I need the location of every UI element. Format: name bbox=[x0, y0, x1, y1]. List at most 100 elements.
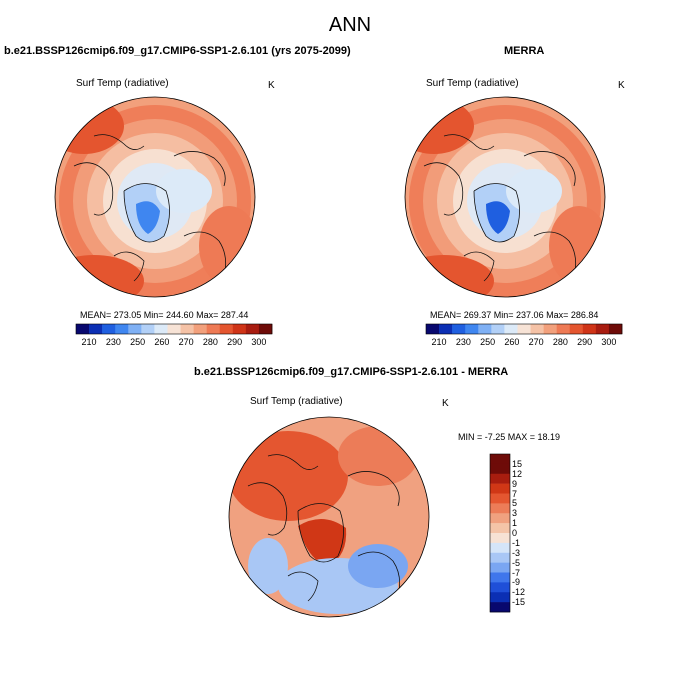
colorbar-swatch bbox=[426, 324, 440, 334]
colorbar-swatch bbox=[465, 324, 479, 334]
colorbar-swatch bbox=[490, 483, 510, 494]
colorbar-tick-label: 250 bbox=[130, 337, 146, 347]
warm-region bbox=[55, 255, 144, 297]
colorbar-swatch bbox=[556, 324, 571, 334]
model-unit-label: K bbox=[268, 80, 275, 91]
colorbar-swatch bbox=[180, 324, 194, 334]
coastline bbox=[443, 134, 495, 150]
colorbar-swatch bbox=[206, 324, 221, 334]
model-polar-map bbox=[54, 96, 256, 298]
obs-variable-label: Surf Temp (radiative) bbox=[426, 78, 519, 89]
colorbar-tick-label: 0 bbox=[512, 528, 518, 538]
coastline bbox=[173, 151, 226, 187]
colorbar-swatch bbox=[569, 324, 584, 334]
coastline bbox=[357, 551, 401, 597]
colorbar-tick-label: 290 bbox=[227, 337, 243, 347]
map-border bbox=[54, 96, 256, 298]
coastline bbox=[423, 162, 464, 216]
diff-polar-map bbox=[228, 416, 430, 618]
colorbar-swatch bbox=[490, 473, 510, 484]
diff-stats: MIN = -7.25 MAX = 18.19 bbox=[458, 432, 561, 442]
coastline bbox=[347, 471, 400, 507]
map-border bbox=[228, 416, 430, 618]
map-border bbox=[404, 96, 606, 298]
colorbar-tick-label: 280 bbox=[202, 337, 218, 347]
colorbar-swatch bbox=[439, 324, 453, 334]
obs-colorbar bbox=[425, 323, 623, 335]
colorbar-swatch bbox=[167, 324, 181, 334]
colorbar-tick-label: 15 bbox=[512, 458, 523, 469]
coastline bbox=[93, 134, 145, 150]
colorbar-tick-label: 290 bbox=[577, 337, 593, 347]
colorbar-swatch bbox=[193, 324, 207, 334]
colorbar-tick-label: 12 bbox=[512, 468, 523, 479]
obs-colorbar-labels: 210 230 250 260 270 280 290 300 bbox=[426, 337, 622, 349]
coastline bbox=[123, 183, 170, 243]
colorbar-swatch bbox=[595, 324, 610, 334]
colorbar-swatch bbox=[490, 552, 510, 563]
colorbar-swatch bbox=[232, 324, 247, 334]
colorbar-tick-label: 270 bbox=[528, 337, 544, 347]
coastline bbox=[297, 503, 344, 563]
colorbar-swatch bbox=[102, 324, 116, 334]
arctic-ocean bbox=[506, 169, 562, 213]
colorbar-swatch bbox=[154, 324, 168, 334]
colorbar-swatch bbox=[608, 324, 623, 334]
warm-region bbox=[199, 206, 255, 286]
colorbar-swatch bbox=[530, 324, 544, 334]
colorbar-swatch bbox=[491, 324, 505, 334]
colorbar-swatch bbox=[490, 582, 510, 593]
warm-anomaly bbox=[338, 426, 418, 486]
colorbar-tick-label: -12 bbox=[512, 587, 526, 598]
colorbar-swatch bbox=[490, 503, 510, 514]
colorbar-swatch bbox=[245, 324, 260, 334]
diff-unit-label: K bbox=[442, 398, 449, 409]
colorbar-tick-label: 230 bbox=[455, 337, 471, 347]
colorbar-tick-label: -7 bbox=[512, 567, 521, 578]
main-title: ANN bbox=[328, 14, 372, 36]
colorbar-swatch bbox=[504, 324, 518, 334]
coastline bbox=[473, 183, 520, 243]
colorbar-tick-label: -3 bbox=[512, 547, 521, 558]
obs-polar-map bbox=[404, 96, 606, 298]
colorbar-swatch bbox=[490, 572, 510, 583]
coastline bbox=[247, 482, 288, 536]
diff-colorbar-labels: 15 12 9 7 5 3 1 0 -1 -3 -5 -7 -9 -12 -15 bbox=[512, 454, 542, 612]
colorbar-swatch bbox=[543, 324, 557, 334]
colorbar-swatch bbox=[141, 324, 155, 334]
colorbar-tick-label: 9 bbox=[512, 478, 518, 489]
colorbar-tick-label: -5 bbox=[512, 557, 521, 568]
warm-region bbox=[405, 255, 494, 297]
model-variable-label: Surf Temp (radiative) bbox=[76, 78, 169, 89]
colorbar-swatch bbox=[490, 592, 510, 603]
colorbar-tick-label: 300 bbox=[601, 337, 617, 347]
colorbar-swatch bbox=[258, 324, 273, 334]
model-panel-title: b.e21.BSSP126cmip6.f09_g17.CMIP6-SSP1-2.… bbox=[4, 45, 351, 57]
colorbar-swatch bbox=[452, 324, 466, 334]
colorbar-tick-label: -9 bbox=[512, 577, 521, 588]
colorbar-tick-label: -15 bbox=[512, 597, 526, 608]
colorbar-swatch bbox=[582, 324, 597, 334]
greenland-ice-core bbox=[136, 201, 160, 234]
cold-anomaly bbox=[248, 538, 288, 594]
colorbar-swatch bbox=[490, 493, 510, 504]
arctic-ocean bbox=[156, 169, 212, 213]
warm-anomaly bbox=[229, 431, 348, 521]
colorbar-swatch bbox=[478, 324, 492, 334]
colorbar-swatch bbox=[490, 562, 510, 573]
colorbar-tick-label: 250 bbox=[480, 337, 496, 347]
colorbar-swatch bbox=[490, 463, 510, 475]
colorbar-swatch bbox=[490, 602, 510, 613]
coastline bbox=[267, 454, 319, 470]
colorbar-swatch bbox=[517, 324, 531, 334]
colorbar-tick-label: 230 bbox=[105, 337, 121, 347]
colorbar-tick-label: 210 bbox=[81, 337, 97, 347]
colorbar-swatch bbox=[490, 533, 510, 544]
obs-panel-title: MERRA bbox=[504, 45, 545, 57]
colorbar-swatch bbox=[490, 523, 510, 534]
model-colorbar bbox=[75, 323, 273, 335]
diff-panel-title: b.e21.BSSP126cmip6.f09_g17.CMIP6-SSP1-2.… bbox=[194, 366, 509, 378]
coastline bbox=[287, 571, 319, 602]
colorbar-swatch bbox=[115, 324, 129, 334]
colorbar-swatch bbox=[219, 324, 234, 334]
